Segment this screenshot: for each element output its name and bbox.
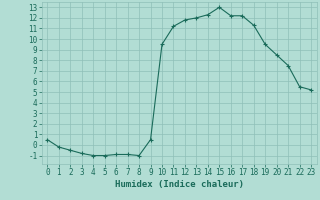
X-axis label: Humidex (Indice chaleur): Humidex (Indice chaleur) bbox=[115, 180, 244, 189]
